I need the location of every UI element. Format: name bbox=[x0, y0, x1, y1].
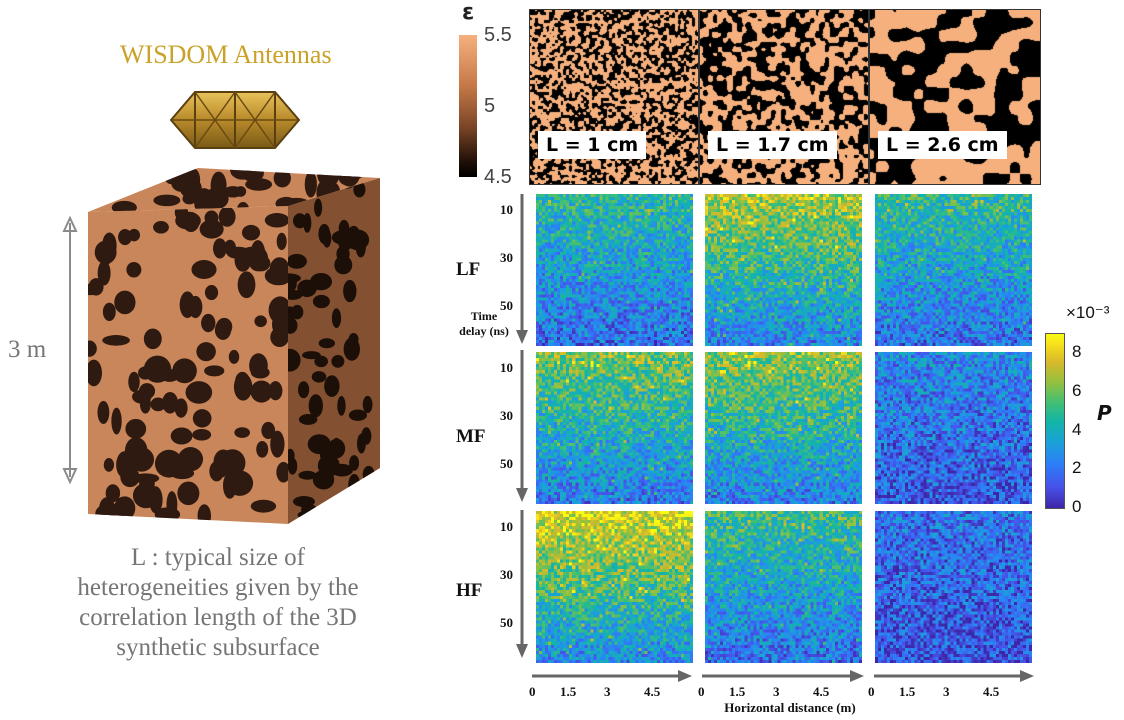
correlation-length-label: L = 2.6 cm bbox=[878, 131, 1007, 159]
time-tick: 30 bbox=[500, 567, 513, 582]
epsilon-tick: 5.5 bbox=[484, 24, 512, 46]
height-label: 3 m bbox=[8, 336, 47, 363]
subsurface-block bbox=[88, 168, 380, 524]
distance-axis-title: Horizontal distance (m) bbox=[724, 700, 856, 715]
row-label-hf: HF bbox=[456, 580, 483, 601]
epsilon-tick: 5 bbox=[484, 95, 496, 117]
heatmap-panel bbox=[536, 352, 693, 504]
colorbar-tick: 8 bbox=[1072, 342, 1082, 362]
time-tick: 50 bbox=[500, 615, 513, 630]
description-line: synthetic subsurface bbox=[116, 634, 320, 661]
correlation-length-label: L = 1.7 cm bbox=[708, 131, 837, 159]
distance-tick: 0 bbox=[868, 684, 875, 699]
description-line: L : typical size of bbox=[130, 544, 305, 571]
permittivity-panel-3: L = 2.6 cm bbox=[869, 9, 1041, 185]
heatmap-panel bbox=[875, 511, 1032, 663]
time-tick: 10 bbox=[500, 202, 513, 217]
epsilon-tick: 4.5 bbox=[484, 166, 512, 188]
description: L : typical size of heterogeneities give… bbox=[40, 543, 396, 663]
permittivity-panel-1: L = 1 cm bbox=[529, 9, 699, 185]
antenna-title: WISDOM Antennas bbox=[120, 40, 332, 69]
time-axis-arrows bbox=[516, 194, 528, 658]
antenna-icon bbox=[169, 91, 301, 149]
heatmap-panel bbox=[705, 194, 862, 346]
heatmap-panel bbox=[536, 194, 693, 346]
heatmap-panel bbox=[705, 511, 862, 663]
correlation-length-label: L = 1 cm bbox=[538, 131, 647, 159]
distance-tick: 3 bbox=[773, 684, 780, 699]
colorbar-tick: 4 bbox=[1072, 419, 1082, 439]
distance-tick: 0 bbox=[529, 684, 536, 699]
colorbar-tick: 0 bbox=[1072, 497, 1082, 516]
time-axis-title: Time delay (ns) bbox=[438, 309, 530, 339]
description-line: correlation length of the 3D bbox=[79, 604, 357, 631]
distance-tick: 1.5 bbox=[560, 684, 577, 699]
row-label-lf: LF bbox=[456, 259, 481, 280]
time-axis-title-line: Time bbox=[470, 309, 498, 323]
epsilon-symbol: ε bbox=[462, 0, 475, 25]
distance-tick: 1.5 bbox=[729, 684, 746, 699]
distance-tick: 1.5 bbox=[899, 684, 916, 699]
distance-tick: 4.5 bbox=[813, 684, 830, 699]
power-colorbar bbox=[1045, 333, 1065, 509]
colorbar-tick: 2 bbox=[1072, 458, 1082, 478]
heatmap-panel bbox=[705, 352, 862, 504]
time-tick: 50 bbox=[500, 298, 513, 313]
description-line: heterogeneities given by the bbox=[77, 574, 359, 601]
distance-tick: 3 bbox=[943, 684, 950, 699]
colorbar-exponent: ×10⁻³ bbox=[1066, 303, 1110, 322]
permittivity-panel-2: L = 1.7 cm bbox=[699, 9, 869, 185]
colorbar-variable: P bbox=[1097, 401, 1112, 425]
heatmap-panel bbox=[536, 511, 693, 663]
epsilon-colorbar bbox=[459, 35, 477, 177]
height-arrow bbox=[62, 215, 78, 485]
colorbar-tick: 6 bbox=[1072, 381, 1082, 400]
distance-tick: 0 bbox=[698, 684, 705, 699]
time-tick: 30 bbox=[500, 408, 513, 423]
time-tick: 50 bbox=[500, 456, 513, 471]
row-label-mf: MF bbox=[456, 426, 486, 447]
time-axis-title-line: delay (ns) bbox=[459, 324, 509, 338]
distance-tick: 3 bbox=[604, 684, 611, 699]
time-tick: 10 bbox=[500, 519, 513, 534]
distance-tick: 4.5 bbox=[644, 684, 661, 699]
time-tick: 30 bbox=[500, 250, 513, 265]
heatmap-panel bbox=[875, 352, 1032, 504]
distance-axis-arrows bbox=[532, 670, 1034, 682]
heatmap-panel bbox=[875, 194, 1032, 346]
time-tick: 10 bbox=[500, 360, 513, 375]
distance-tick: 4.5 bbox=[983, 684, 1000, 699]
